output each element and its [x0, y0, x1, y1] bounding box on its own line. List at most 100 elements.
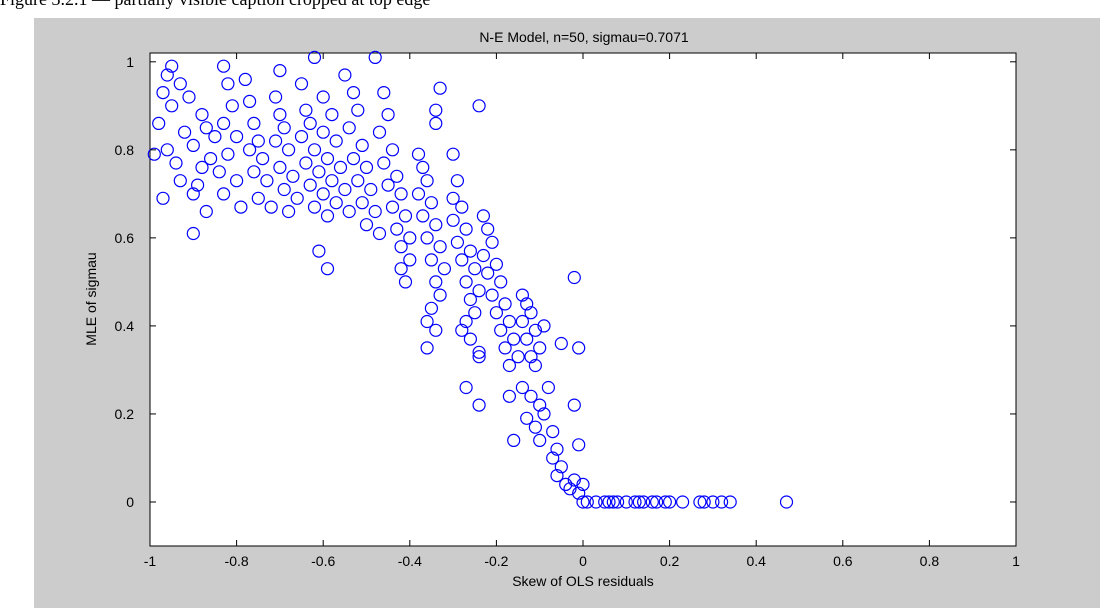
data-point — [502, 358, 516, 373]
data-point — [346, 85, 361, 100]
data-point — [372, 125, 387, 139]
data-point — [312, 244, 326, 258]
data-point — [550, 469, 564, 483]
data-point — [489, 306, 503, 320]
data-point — [368, 204, 382, 219]
data-point — [563, 482, 577, 496]
data-point — [251, 191, 265, 205]
data-point — [277, 182, 291, 197]
data-point — [498, 341, 512, 355]
data-point — [572, 341, 586, 355]
data-point — [160, 143, 174, 157]
x-tick-label: -0.2 — [484, 553, 508, 569]
data-point — [476, 248, 490, 263]
data-point — [329, 196, 343, 210]
data-point — [528, 420, 542, 434]
data-point — [524, 306, 538, 320]
data-point — [299, 103, 313, 117]
y-axis-ticks: 0 0.2 0.4 0.6 0.8 1 — [115, 54, 1016, 510]
data-point — [333, 160, 348, 174]
data-point — [411, 147, 426, 161]
data-point — [303, 178, 317, 192]
data-point — [351, 174, 365, 188]
data-point — [675, 495, 690, 509]
data-point — [476, 209, 490, 223]
data-point — [632, 495, 646, 509]
data-point — [636, 495, 651, 509]
data-point — [282, 143, 296, 157]
data-point — [662, 495, 677, 509]
data-point — [485, 235, 499, 249]
data-point — [455, 200, 469, 214]
y-tick-label: 0.6 — [115, 230, 135, 246]
data-point — [537, 407, 551, 421]
x-tick-label: 1 — [1012, 553, 1020, 569]
data-point — [472, 345, 486, 359]
y-tick-label: 0 — [126, 494, 134, 510]
data-point — [598, 495, 612, 509]
data-point — [446, 147, 460, 161]
data-point — [520, 297, 534, 311]
data-point — [303, 116, 317, 131]
data-point — [307, 143, 322, 157]
data-point — [368, 50, 382, 65]
data-point — [429, 103, 443, 117]
data-point — [355, 138, 369, 153]
data-point — [416, 160, 430, 174]
data-point — [165, 59, 179, 73]
y-axis-label: MLE of sigmau — [83, 252, 99, 345]
x-tick-label: 0.2 — [660, 553, 680, 569]
data-point — [282, 204, 296, 219]
data-point — [186, 187, 200, 201]
data-point — [359, 218, 374, 232]
data-point — [450, 235, 464, 249]
data-point — [420, 341, 434, 355]
data-point — [221, 77, 235, 91]
data-point — [554, 336, 568, 351]
data-point — [273, 107, 287, 122]
data-point — [169, 156, 183, 170]
data-point — [269, 134, 283, 148]
data-point — [381, 178, 395, 192]
data-point — [355, 196, 369, 210]
data-point — [463, 332, 477, 346]
data-point — [208, 129, 222, 144]
data-point — [160, 68, 174, 82]
data-point — [520, 332, 534, 346]
data-point — [398, 209, 413, 223]
data-point — [459, 314, 473, 329]
data-point — [178, 125, 192, 139]
data-point — [186, 226, 200, 241]
data-point — [515, 380, 529, 395]
x-tick-label: 0.4 — [746, 553, 766, 569]
x-tick-label: 0.8 — [920, 553, 940, 569]
data-point — [156, 85, 170, 100]
data-point — [147, 147, 161, 161]
data-point — [346, 152, 361, 166]
data-point — [320, 152, 335, 166]
plot-area — [149, 52, 1017, 547]
data-point — [550, 442, 564, 456]
data-point — [325, 107, 339, 122]
data-point — [217, 59, 231, 73]
data-point — [429, 218, 443, 232]
data-point — [533, 433, 547, 447]
data-point — [294, 77, 309, 91]
data-point — [515, 288, 529, 302]
data-point — [714, 495, 729, 509]
data-point — [173, 77, 187, 91]
data-point — [403, 253, 417, 267]
data-point — [195, 160, 209, 174]
data-point — [572, 486, 586, 500]
data-point — [152, 116, 166, 131]
data-point — [243, 143, 257, 157]
data-point — [403, 231, 417, 245]
data-point — [320, 209, 335, 223]
data-point — [173, 174, 187, 188]
data-point — [502, 389, 516, 403]
data-point — [316, 90, 330, 104]
data-point — [260, 174, 274, 188]
data-point — [658, 495, 672, 509]
data-point — [455, 253, 469, 267]
data-point — [446, 213, 460, 227]
